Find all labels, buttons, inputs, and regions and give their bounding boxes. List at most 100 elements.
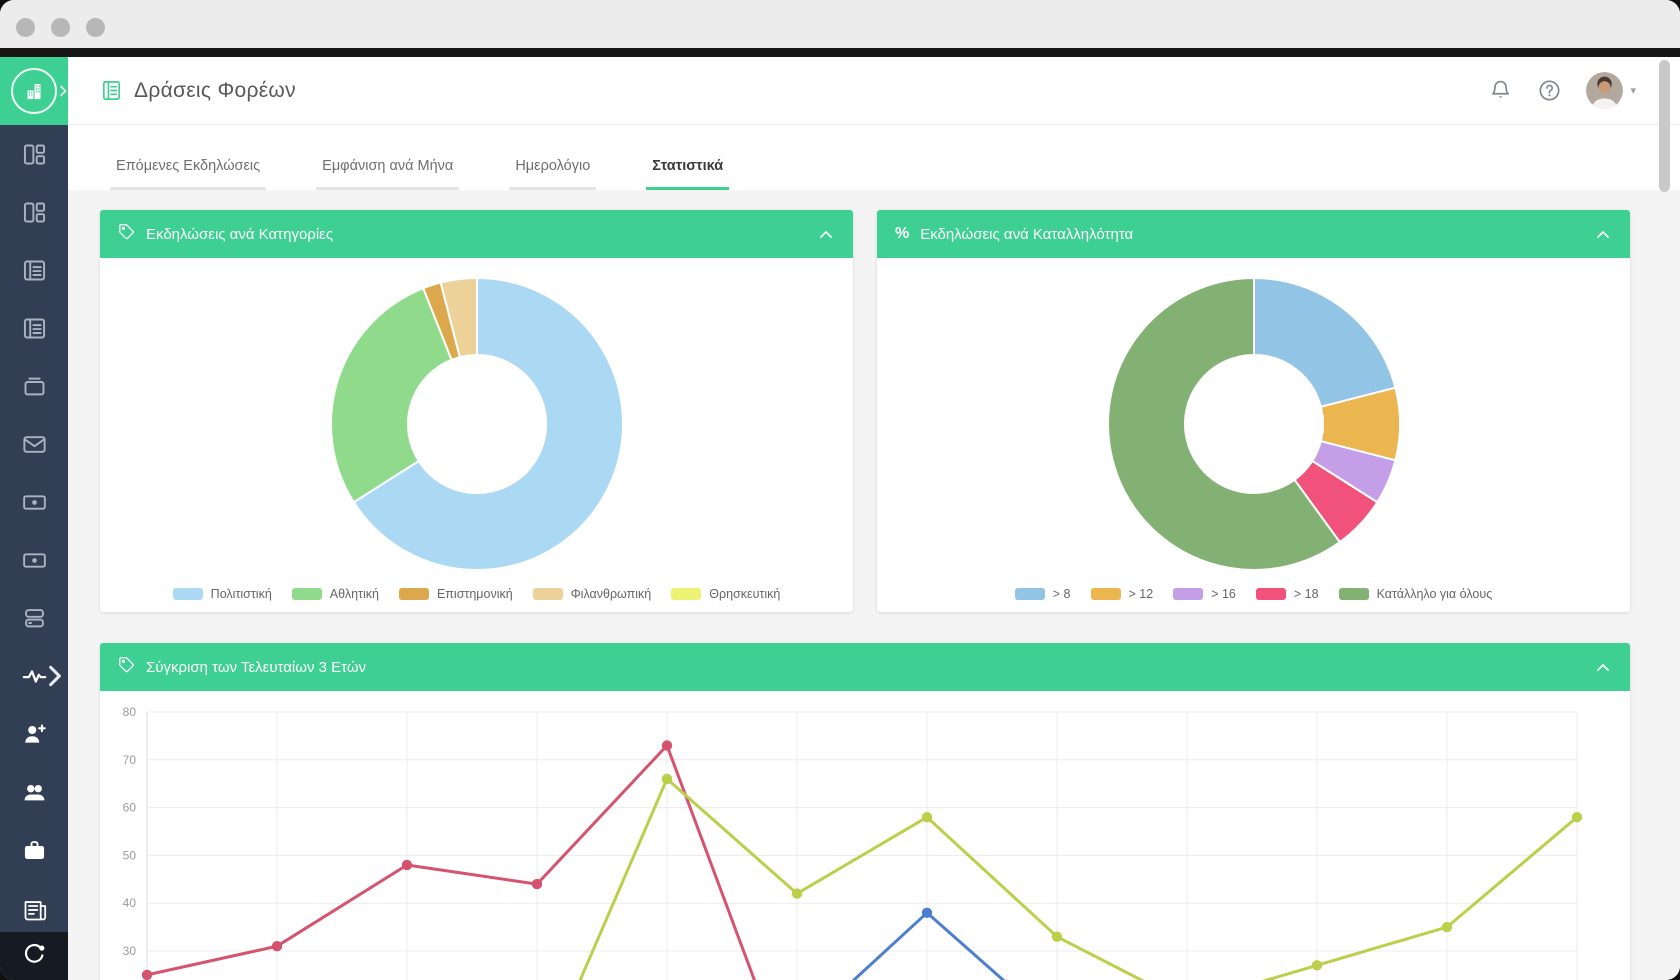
sidebar-item-list-panel-2[interactable] [0, 241, 68, 299]
window-control-minimize[interactable] [51, 17, 70, 37]
sidebar-item-user-plus-10[interactable] [0, 705, 68, 763]
legend-swatch [291, 588, 322, 600]
legend-swatch [1014, 588, 1045, 600]
chart-legend: > 8 > 12 > 16 > 18 Κατάλληλο για όλους [877, 587, 1630, 601]
donut-chart-categories[interactable]: Πολιτιστική Αθλητική Επιστημονική Φιλανθρωπ… [100, 258, 853, 612]
donut-slice-0 [1252, 277, 1396, 408]
sidebar-logo[interactable] [0, 57, 68, 125]
legend-item[interactable]: Αθλητική [291, 587, 379, 601]
card-three-year-comparison: Σύγκριση των Τελευταίων 3 Ετών 80 70 60 50 4… [100, 643, 1630, 980]
sidebar [0, 57, 68, 980]
legend-item[interactable]: Φιλανθρωπική [532, 587, 651, 601]
y-axis-tick: 80 [123, 705, 137, 719]
legend-item[interactable]: > 8 [1014, 587, 1071, 601]
sidebar-item-briefcase-12[interactable] [0, 821, 68, 879]
card-title: Εκδηλώσεις ανά Κατηγορίες [146, 225, 334, 243]
legend-label: Αθλητική [329, 587, 379, 601]
bell-icon[interactable] [1488, 78, 1513, 103]
scrollbar-thumb[interactable] [1659, 60, 1670, 192]
help-icon[interactable] [1537, 78, 1562, 103]
legend-label: > 18 [1293, 587, 1319, 601]
legend-label: > 8 [1052, 587, 1071, 601]
form-icon [100, 79, 123, 102]
refresh-circle-icon[interactable] [22, 941, 47, 971]
chevron-right-icon [58, 84, 68, 98]
data-point-yellow-green-10 [1441, 921, 1453, 933]
layout-columns-icon [21, 141, 48, 168]
chart-legend: Πολιτιστική Αθλητική Επιστημονική Φιλανθρωπ… [100, 587, 853, 601]
newspaper-icon [21, 897, 48, 924]
sidebar-item-list-panel-3[interactable] [0, 299, 68, 357]
line-series-yellow-green [578, 777, 1579, 980]
building-icon [11, 68, 57, 114]
y-axis-tick: 40 [123, 896, 137, 910]
chevron-right-icon [41, 663, 68, 690]
data-point-blue-6 [921, 907, 933, 918]
donut-slice-4 [1106, 277, 1341, 571]
line-chart-comparison[interactable]: 80 70 60 50 40 30 [100, 691, 1630, 980]
sidebar-item-layout-columns-1[interactable] [0, 183, 68, 241]
sidebar-item-newspaper-13[interactable] [0, 888, 68, 932]
legend-item[interactable]: Θρησκευτική [671, 587, 780, 601]
main-area: Δράσεις Φορέων ▾ Επόμενες Εκδηλώσεις Εμφ… [68, 57, 1680, 980]
legend-item[interactable]: Πολιτιστική [172, 587, 272, 601]
card-header: % Εκδηλώσεις ανά Καταλληλότητα [877, 210, 1630, 258]
topbar: Δράσεις Φορέων ▾ [68, 57, 1680, 125]
donut-slice-1 [329, 287, 453, 504]
archive-box-icon [21, 373, 48, 400]
card-header: Σύγκριση των Τελευταίων 3 Ετών [100, 643, 1630, 691]
y-axis-tick: 50 [123, 848, 137, 862]
tab-statistika[interactable]: Στατιστικά [646, 158, 730, 190]
legend-swatch [172, 588, 203, 600]
tab-epomenes-ekdiloseis[interactable]: Επόμενες Εκδηλώσεις [110, 158, 267, 190]
legend-label: Θρησκευτική [709, 587, 781, 601]
legend-swatch [532, 588, 563, 600]
data-point-yellow-green-4 [661, 773, 673, 785]
line-series-rose [145, 744, 756, 980]
layout-columns-icon [21, 199, 48, 226]
sidebar-item-banknote-6[interactable] [0, 473, 68, 531]
chevron-up-icon[interactable] [817, 227, 835, 242]
y-axis-tick: 60 [123, 801, 137, 815]
sidebar-footer [0, 932, 68, 980]
sidebar-item-users-11[interactable] [0, 763, 68, 821]
page-title: Δράσεις Φορέων [134, 78, 296, 102]
y-axis-tick: 30 [123, 944, 137, 958]
legend-item[interactable]: > 18 [1255, 587, 1319, 601]
data-point-yellow-green-7 [1051, 931, 1063, 942]
window-control-close[interactable] [16, 17, 35, 37]
legend-item[interactable]: > 16 [1173, 587, 1236, 601]
banknote-icon [21, 547, 48, 574]
mail-icon [21, 431, 48, 458]
legend-swatch [1090, 588, 1121, 600]
sidebar-item-archive-box-4[interactable] [0, 357, 68, 415]
data-point-rose-3 [531, 878, 543, 890]
briefcase-icon [21, 837, 48, 864]
card-events-by-suitability: % Εκδηλώσεις ανά Καταλληλότητα > 8 > 12 > … [877, 210, 1630, 612]
sidebar-item-server-stack-8[interactable] [0, 589, 68, 647]
data-point-rose-0 [141, 969, 153, 980]
donut-chart-suitability[interactable]: > 8 > 12 > 16 > 18 Κατάλληλο για όλους [877, 258, 1630, 612]
legend-swatch [1338, 588, 1369, 600]
sidebar-item-layout-columns-0[interactable] [0, 125, 68, 183]
legend-label: > 16 [1211, 587, 1236, 601]
sidebar-item-banknote-7[interactable] [0, 531, 68, 589]
card-events-by-category: Εκδηλώσεις ανά Κατηγορίες Πολιτιστική Αθλ… [100, 210, 853, 612]
sidebar-item-activity-pulse-9[interactable] [0, 647, 68, 705]
chevron-down-icon: ▾ [1630, 85, 1636, 97]
user-plus-icon [21, 721, 48, 748]
legend-swatch [398, 588, 429, 600]
tab-imerologio[interactable]: Ημερολόγιο [509, 158, 597, 190]
legend-item[interactable]: Επιστημονική [398, 587, 513, 601]
tab-emfanisi-ana-mina[interactable]: Εμφάνιση ανά Μήνα [316, 158, 460, 190]
legend-label: Επιστημονική [436, 587, 513, 601]
sidebar-item-mail-5[interactable] [0, 415, 68, 473]
list-panel-icon [21, 257, 48, 284]
legend-item[interactable]: Κατάλληλο για όλους [1338, 587, 1492, 601]
chevron-up-icon[interactable] [1594, 227, 1612, 242]
window-control-maximize[interactable] [86, 17, 105, 37]
user-menu[interactable]: ▾ [1586, 72, 1636, 109]
legend-item[interactable]: > 12 [1090, 587, 1153, 601]
chevron-up-icon[interactable] [1594, 660, 1612, 675]
